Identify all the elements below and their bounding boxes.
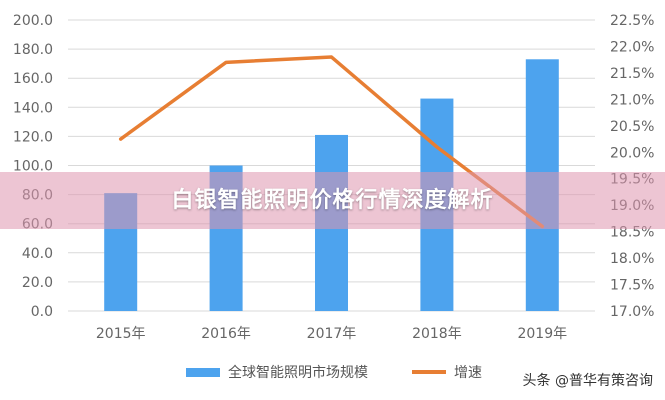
left-tick-label: 160.0 <box>13 71 53 87</box>
legend-item-line: 增速 <box>412 362 482 382</box>
right-tick-label: 22.5% <box>610 13 654 29</box>
left-tick-label: 100.0 <box>13 159 53 175</box>
x-axis-ticks: 2015年 2016年 2017年 2018年 2019年 <box>96 326 567 342</box>
left-tick-label: 200.0 <box>13 13 53 29</box>
x-tick-label: 2015年 <box>96 326 146 342</box>
right-tick-label: 20.5% <box>610 119 654 135</box>
right-tick-label: 20.0% <box>610 145 654 161</box>
watermark: 头条 @普华有策咨询 <box>522 373 653 389</box>
left-axis-ticks: 0.020.040.060.080.0100.0120.0140.0160.01… <box>13 13 53 320</box>
right-axis-ticks: 17.0%17.5%18.0%18.5%19.0%19.5%20.0%20.5%… <box>610 13 654 320</box>
left-tick-label: 40.0 <box>22 246 53 262</box>
right-tick-label: 21.5% <box>610 66 654 82</box>
x-tick-label: 2016年 <box>201 326 251 342</box>
title-banner <box>0 172 665 229</box>
right-tick-label: 21.0% <box>610 92 654 108</box>
x-tick-label: 2019年 <box>517 326 567 342</box>
left-tick-label: 120.0 <box>13 129 53 145</box>
legend-swatch-line <box>412 370 446 374</box>
left-tick-label: 140.0 <box>13 100 53 116</box>
left-tick-label: 20.0 <box>22 275 53 291</box>
legend-label-line: 增速 <box>454 365 482 381</box>
legend-item-bar: 全球智能照明市场规模 <box>186 362 368 382</box>
left-tick-label: 180.0 <box>13 42 53 58</box>
left-tick-label: 0.0 <box>31 304 53 320</box>
right-tick-label: 22.0% <box>610 39 654 55</box>
legend-swatch-bar <box>186 367 220 377</box>
x-tick-label: 2017年 <box>307 326 357 342</box>
x-tick-label: 2018年 <box>412 326 462 342</box>
banner-title: 白银智能照明价格行情深度解析 <box>171 188 494 213</box>
right-tick-label: 17.0% <box>610 304 654 320</box>
legend: 全球智能照明市场规模 增速 <box>0 362 665 382</box>
legend-label-bar: 全球智能照明市场规模 <box>228 365 368 381</box>
right-tick-label: 17.5% <box>610 278 654 294</box>
right-tick-label: 18.0% <box>610 251 654 267</box>
